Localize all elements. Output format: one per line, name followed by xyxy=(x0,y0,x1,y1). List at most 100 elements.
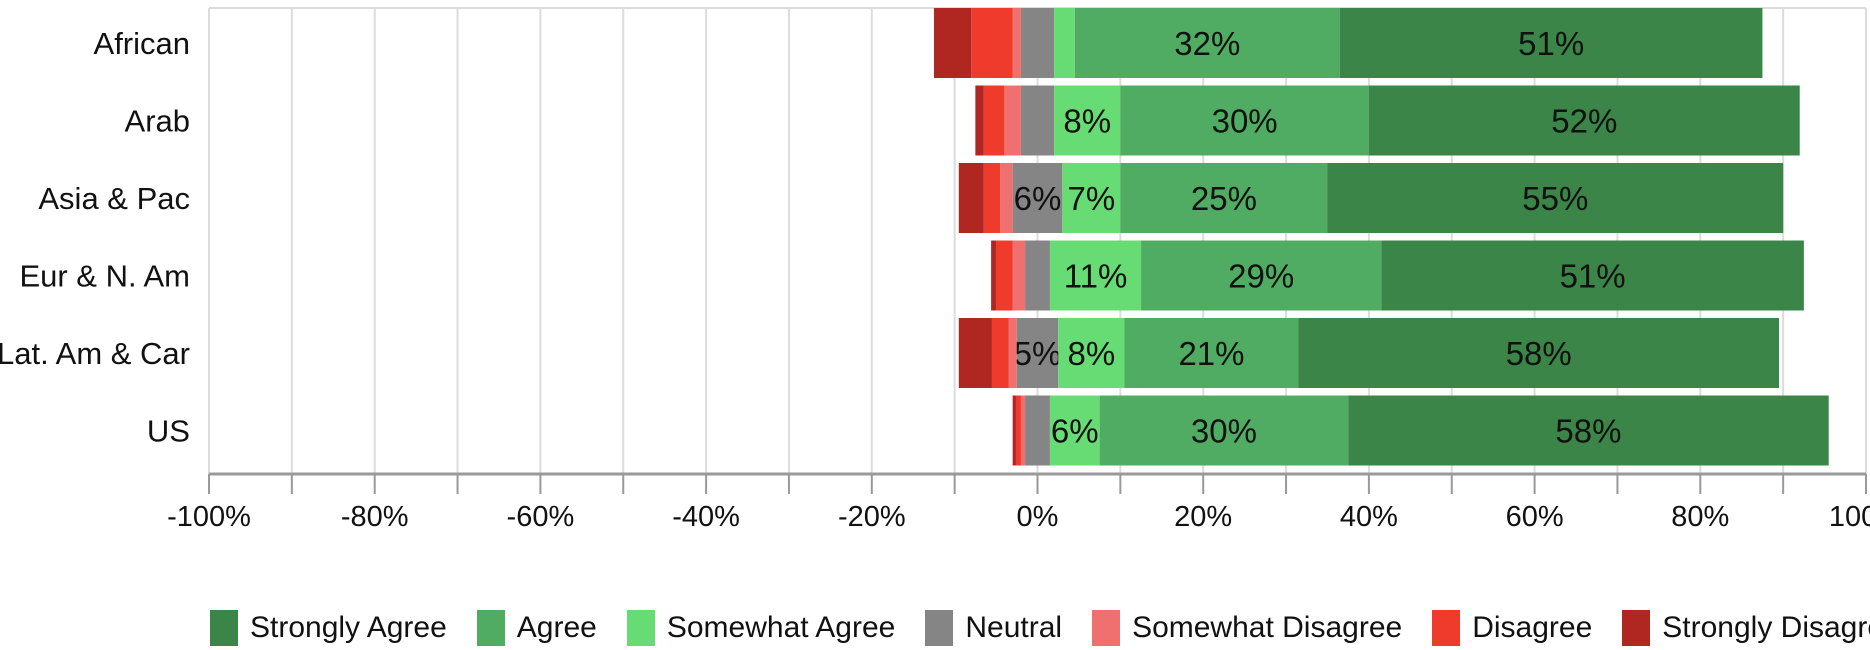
data-label: 51% xyxy=(1560,258,1626,295)
legend-item: Strongly Disagree xyxy=(1622,610,1870,646)
bar-segment-disagree xyxy=(996,240,1013,311)
x-tick-label: -40% xyxy=(672,501,740,533)
x-tick-label: 40% xyxy=(1340,501,1398,533)
bar-segment-agree xyxy=(1099,395,1349,466)
legend-swatch xyxy=(626,610,655,646)
data-label: 58% xyxy=(1555,413,1621,450)
bar-segment-agree xyxy=(1120,163,1328,233)
data-label: 11% xyxy=(1064,258,1128,295)
bar-segment-strongly-agree xyxy=(1327,163,1784,233)
x-tick-label: -20% xyxy=(838,501,906,533)
data-label: 25% xyxy=(1191,180,1257,217)
data-label: 52% xyxy=(1551,103,1617,140)
bar-segment-neutral xyxy=(1020,85,1055,156)
category-label: Eur & N. Am xyxy=(19,259,190,294)
bar-segment-strongly-agree xyxy=(1339,8,1763,78)
x-tick-label: 80% xyxy=(1671,501,1729,533)
legend-label: Agree xyxy=(516,611,597,644)
data-label: 30% xyxy=(1191,413,1257,450)
data-label: 51% xyxy=(1518,25,1584,62)
legend-label: Strongly Disagree xyxy=(1662,611,1870,644)
data-label: 6% xyxy=(1014,180,1062,217)
legend-item: Agree xyxy=(476,610,597,646)
legend-label: Somewhat Agree xyxy=(666,611,896,644)
data-label: 30% xyxy=(1212,103,1278,140)
legend-item: Strongly Agree xyxy=(210,610,447,646)
chart-canvas: 32% 51%8% 30% 52%6% 7% 25% 55%11% 29% 51%5% 8% 21%… xyxy=(0,7,1870,533)
legend: Strongly Agree Agree Somewhat Agree Neutral… xyxy=(210,606,1870,650)
x-tick-label: -60% xyxy=(507,501,575,533)
data-label: 21% xyxy=(1178,335,1244,372)
bar-segment-somewhat-agree xyxy=(1054,85,1121,156)
bar-segment-neutral xyxy=(1025,395,1050,466)
bar-segment-agree xyxy=(1141,240,1382,311)
bar-segment-disagree xyxy=(983,85,1005,156)
legend-swatch xyxy=(1092,610,1121,646)
category-label: Arab xyxy=(125,104,190,139)
legend-label: Disagree xyxy=(1472,611,1593,644)
data-label: 55% xyxy=(1522,180,1588,217)
data-label: 7% xyxy=(1068,180,1116,217)
bar-segment-strongly-disagree xyxy=(975,85,984,156)
data-label: 8% xyxy=(1068,335,1116,372)
bar-segment-somewhat-disagree xyxy=(1008,318,1017,388)
x-tick-label: 20% xyxy=(1174,501,1232,533)
data-label: 8% xyxy=(1063,103,1111,140)
bar-segment-strongly-disagree xyxy=(958,318,992,388)
legend-label: Somewhat Disagree xyxy=(1132,611,1403,644)
category-label: Lat. Am & Car xyxy=(0,336,190,371)
x-tick-label: -100% xyxy=(167,501,251,533)
bar-segment-somewhat-agree xyxy=(1054,8,1075,78)
bar-segment-strongly-disagree xyxy=(958,163,984,233)
bar-segment-neutral xyxy=(1025,240,1050,311)
legend-swatch xyxy=(1432,610,1461,646)
bar-segment-agree xyxy=(1124,318,1299,388)
bar-segment-somewhat-disagree xyxy=(1020,395,1026,466)
bar-segment-disagree xyxy=(1015,395,1021,466)
bar-segment-somewhat-disagree xyxy=(1012,8,1021,78)
x-tick-label: 0% xyxy=(1017,501,1059,533)
bar-segment-somewhat-agree xyxy=(1058,318,1125,388)
bar-segment-somewhat-disagree xyxy=(1004,85,1021,156)
legend-item: Neutral xyxy=(925,610,1062,646)
legend-swatch xyxy=(476,610,505,646)
category-label: Asia & Pac xyxy=(38,181,190,216)
bar-segment-somewhat-agree xyxy=(1049,240,1142,311)
bar-segment-somewhat-agree xyxy=(1062,163,1121,233)
bar-segment-disagree xyxy=(983,163,1001,233)
x-axis: -100% -80% -60% -40% -20% 0% 20% 40% 60% 80% 100% xyxy=(167,472,1870,533)
x-tick-label: 60% xyxy=(1506,501,1564,533)
bar-segment-strongly-disagree xyxy=(933,8,972,78)
bar-segment-strongly-agree xyxy=(1298,318,1780,388)
bar-segment-disagree xyxy=(991,318,1009,388)
legend-label: Strongly Agree xyxy=(250,611,447,644)
bars: 32% 51%8% 30% 52%6% 7% 25% 55%11% 29% 51%5% 8% 21%… xyxy=(933,8,1829,466)
bar-segment-strongly-agree xyxy=(1381,240,1804,311)
legend-label: Neutral xyxy=(965,611,1063,644)
bar-segment-disagree xyxy=(971,8,1013,78)
x-tick-label: 100% xyxy=(1829,501,1870,533)
bar-segment-strongly-disagree xyxy=(991,240,997,311)
legend-item: Disagree xyxy=(1432,610,1592,646)
data-label: 58% xyxy=(1506,335,1572,372)
bar-segment-somewhat-agree xyxy=(1049,395,1100,466)
legend-swatch xyxy=(925,610,954,646)
category-labels: African Arab Asia & Pac Eur & N. Am Lat. Am … xyxy=(0,26,190,449)
bar-segment-strongly-disagree xyxy=(1012,395,1016,466)
bar-segment-agree xyxy=(1120,85,1369,156)
data-label: 32% xyxy=(1174,25,1240,62)
legend-item: Somewhat Disagree xyxy=(1092,610,1402,646)
x-tick-label: -80% xyxy=(341,501,409,533)
bar-segment-neutral xyxy=(1016,318,1059,388)
bar-segment-strongly-agree xyxy=(1348,395,1829,466)
data-label: 5% xyxy=(1014,335,1062,372)
data-label: 6% xyxy=(1051,413,1099,450)
bar-segment-neutral xyxy=(1012,163,1063,233)
bar-segment-strongly-agree xyxy=(1368,85,1800,156)
bar-segment-somewhat-disagree xyxy=(1012,240,1026,311)
data-label: 29% xyxy=(1228,258,1294,295)
bar-segment-agree xyxy=(1074,8,1340,78)
category-label: African xyxy=(94,26,190,61)
bar-segment-somewhat-disagree xyxy=(1000,163,1013,233)
legend-swatch xyxy=(210,610,238,646)
